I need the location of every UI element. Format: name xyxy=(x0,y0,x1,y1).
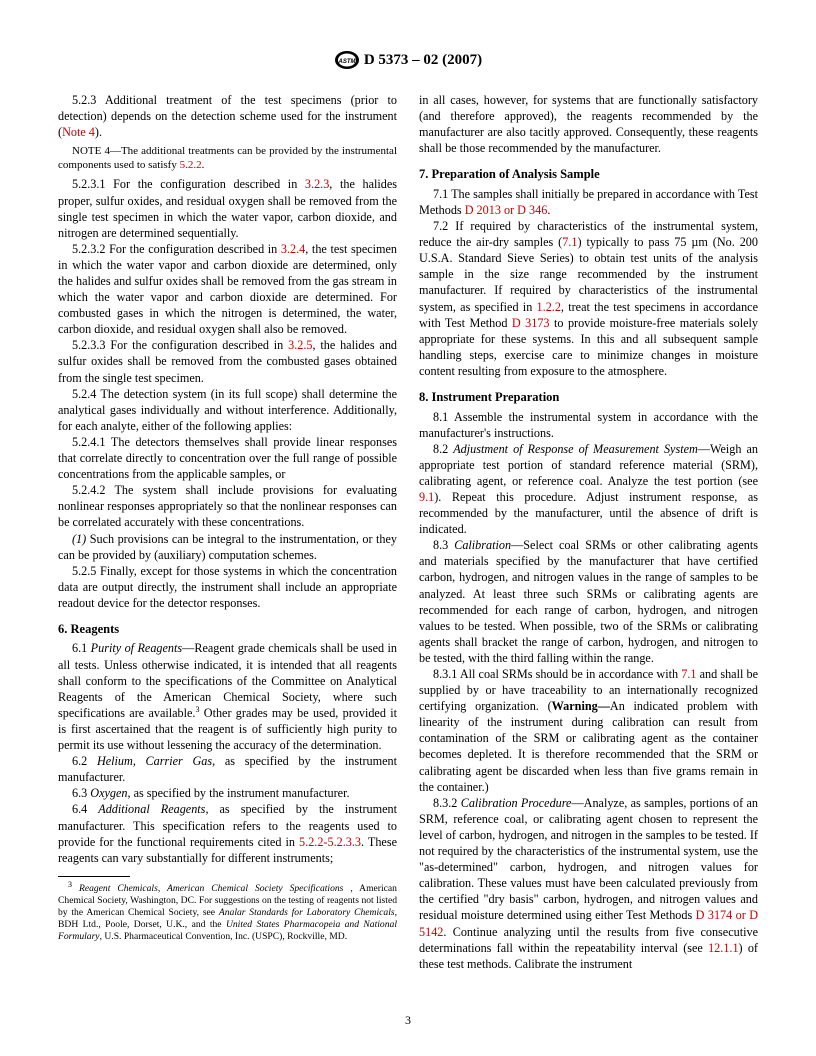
section-8-head: 8. Instrument Preparation xyxy=(419,389,758,406)
para-8-3-2: 8.3.2 Calibration Procedure—Analyze, as … xyxy=(419,795,758,972)
ref-5-2-2[interactable]: 5.2.2 xyxy=(180,159,202,171)
para-8-1: 8.1 Assemble the instrumental system in … xyxy=(419,409,758,441)
para-5-2-4-2: 5.2.4.2 The system shall include provisi… xyxy=(58,482,397,530)
ref-3-2-3[interactable]: 3.2.3 xyxy=(305,177,329,191)
footnote-separator xyxy=(58,876,130,877)
ref-5-2-2-5-2-3-3[interactable]: 5.2.2-5.2.3.3 xyxy=(299,835,361,849)
para-5-2-4: 5.2.4 The detection system (in its full … xyxy=(58,386,397,434)
para-8-3-1: 8.3.1 All coal SRMs should be in accorda… xyxy=(419,666,758,795)
ref-7-1-b[interactable]: 7.1 xyxy=(681,667,696,681)
note-4: NOTE 4—The additional treatments can be … xyxy=(58,144,397,172)
para-8-3: 8.3 Calibration—Select coal SRMs or othe… xyxy=(419,537,758,666)
para-5-2-3: 5.2.3 Additional treatment of the test s… xyxy=(58,92,397,140)
para-6-3: 6.3 Oxygen, as specified by the instrume… xyxy=(58,785,397,801)
ref-12-1-1[interactable]: 12.1.1 xyxy=(708,941,738,955)
para-7-2: 7.2 If required by characteristics of th… xyxy=(419,218,758,379)
section-6-head: 6. Reagents xyxy=(58,621,397,638)
footnote-3: 3 Reagent Chemicals, American Chemical S… xyxy=(58,880,397,943)
ref-3-2-5[interactable]: 3.2.5 xyxy=(288,338,312,352)
ref-d2013-d346[interactable]: D 2013 or D 346 xyxy=(465,203,548,217)
para-5-2-4-1: 5.2.4.1 The detectors themselves shall p… xyxy=(58,434,397,482)
ref-3-2-4[interactable]: 3.2.4 xyxy=(281,242,305,256)
para-6-1: 6.1 Purity of Reagents—Reagent grade che… xyxy=(58,640,397,753)
page-number: 3 xyxy=(0,1013,816,1028)
ref-1-2-2[interactable]: 1.2.2 xyxy=(537,300,561,314)
para-8-2: 8.2 Adjustment of Response of Measuremen… xyxy=(419,441,758,538)
para-5-2-3-1: 5.2.3.1 For the configuration described … xyxy=(58,176,397,240)
ref-note4[interactable]: Note 4 xyxy=(62,125,95,139)
section-7-head: 7. Preparation of Analysis Sample xyxy=(419,166,758,183)
para-5-2-3-3: 5.2.3.3 For the configuration described … xyxy=(58,337,397,385)
para-5-2-4-2-1: (1) Such provisions can be integral to t… xyxy=(58,531,397,563)
page-header: ASTM D 5373 – 02 (2007) xyxy=(58,50,758,70)
para-5-2-5: 5.2.5 Finally, except for those systems … xyxy=(58,563,397,611)
para-5-2-3-2: 5.2.3.2 For the configuration described … xyxy=(58,241,397,338)
astm-logo-icon: ASTM xyxy=(334,50,360,70)
para-6-2: 6.2 Helium, Carrier Gas, as specified by… xyxy=(58,753,397,785)
warning-label: Warning— xyxy=(552,699,610,713)
standard-designation: D 5373 – 02 (2007) xyxy=(364,52,482,69)
ref-7-1[interactable]: 7.1 xyxy=(562,235,577,249)
ref-9-1[interactable]: 9.1 xyxy=(419,490,434,504)
para-6-4-cont: in all cases, however, for systems that … xyxy=(419,92,758,156)
para-6-4: 6.4 Additional Reagents, as specified by… xyxy=(58,801,397,865)
svg-text:ASTM: ASTM xyxy=(337,59,356,65)
ref-d3173[interactable]: D 3173 xyxy=(512,316,550,330)
para-7-1: 7.1 The samples shall initially be prepa… xyxy=(419,186,758,218)
